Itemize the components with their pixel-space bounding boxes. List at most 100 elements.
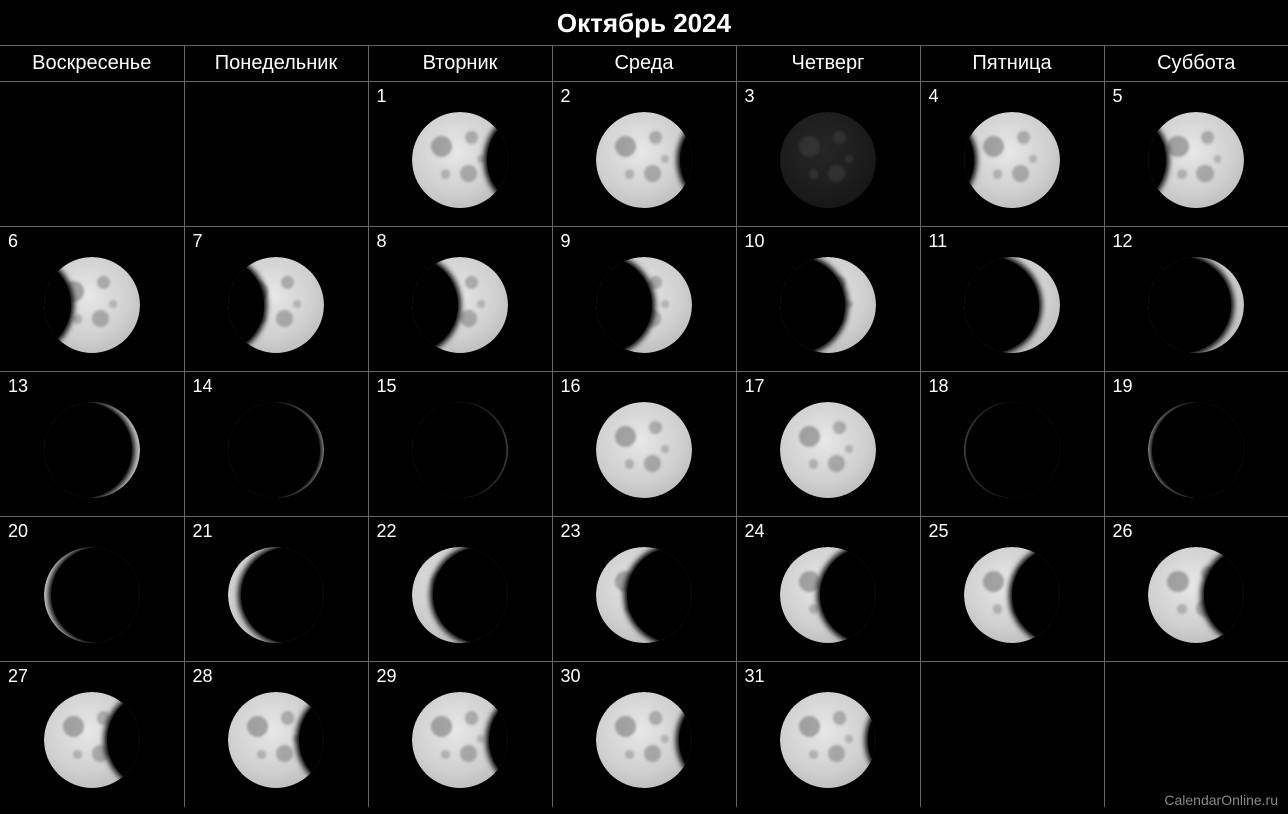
calendar-cell: 18 [920, 372, 1104, 517]
day-number: 29 [377, 666, 544, 687]
calendar-cell: 31 [736, 662, 920, 807]
moon-phase-icon [44, 692, 140, 788]
moon-phase-icon [964, 402, 1060, 498]
moon-waning-crescent [44, 692, 140, 788]
moon-waxing-crescent [44, 257, 140, 353]
moon-waxing-crescent [1148, 112, 1244, 208]
lunar-calendar-table: ВоскресеньеПонедельникВторникСредаЧетвер… [0, 45, 1288, 807]
weekday-header: Четверг [736, 46, 920, 82]
moon-phase-icon [780, 257, 876, 353]
calendar-cell [184, 82, 368, 227]
calendar-cell: 6 [0, 227, 184, 372]
moon-first-quarter [964, 257, 1060, 353]
day-number: 9 [561, 231, 728, 252]
day-number: 18 [929, 376, 1096, 397]
moon-waning-crescent [596, 692, 692, 788]
moon-phase-icon [780, 402, 876, 498]
calendar-cell: 21 [184, 517, 368, 662]
moon-waxing-gibbous [44, 402, 140, 498]
day-number: 16 [561, 376, 728, 397]
calendar-row: 20212223242526 [0, 517, 1288, 662]
moon-last-quarter [780, 547, 876, 643]
moon-phase-icon [412, 112, 508, 208]
day-number: 31 [745, 666, 912, 687]
calendar-cell: 26 [1104, 517, 1288, 662]
calendar-cell: 17 [736, 372, 920, 517]
moon-phase-icon [596, 257, 692, 353]
day-number: 26 [1113, 521, 1281, 542]
calendar-cell: 2 [552, 82, 736, 227]
weekday-header: Пятница [920, 46, 1104, 82]
moon-phase-icon [964, 112, 1060, 208]
moon-waning-gibbous [228, 547, 324, 643]
moon-phase-icon [44, 257, 140, 353]
moon-phase-icon [596, 402, 692, 498]
moon-phase-icon [780, 112, 876, 208]
moon-phase-icon [596, 692, 692, 788]
day-number: 19 [1113, 376, 1281, 397]
calendar-cell: 20 [0, 517, 184, 662]
calendar-cell: 13 [0, 372, 184, 517]
moon-phase-icon [964, 547, 1060, 643]
moon-phase-icon [228, 547, 324, 643]
day-number: 5 [1113, 86, 1281, 107]
calendar-cell: 19 [1104, 372, 1288, 517]
calendar-row: 13 14 15 16 17 18 19 [0, 372, 1288, 517]
weekday-header: Вторник [368, 46, 552, 82]
moon-full [596, 402, 692, 498]
day-number: 20 [8, 521, 176, 542]
moon-waning-crescent [412, 692, 508, 788]
moon-phase-icon [596, 112, 692, 208]
moon-waning-crescent [596, 112, 692, 208]
moon-phase-icon [1148, 257, 1244, 353]
moon-phase-icon [964, 257, 1060, 353]
calendar-cell: 23 [552, 517, 736, 662]
calendar-cell: 28 [184, 662, 368, 807]
day-number: 2 [561, 86, 728, 107]
calendar-row: 6789101112 [0, 227, 1288, 372]
moon-waxing-crescent [412, 257, 508, 353]
moon-waxing-crescent [596, 257, 692, 353]
calendar-cell: 9 [552, 227, 736, 372]
moon-new [780, 112, 876, 208]
day-number: 28 [193, 666, 360, 687]
calendar-cell: 14 [184, 372, 368, 517]
calendar-cell: 22 [368, 517, 552, 662]
day-number: 21 [193, 521, 360, 542]
day-number: 14 [193, 376, 360, 397]
moon-phase-icon [780, 692, 876, 788]
calendar-title: Октябрь 2024 [0, 0, 1288, 45]
day-number: 11 [929, 231, 1096, 252]
day-number: 15 [377, 376, 544, 397]
moon-full [780, 402, 876, 498]
moon-phase-icon [44, 402, 140, 498]
moon-waning-crescent [228, 692, 324, 788]
calendar-cell: 5 [1104, 82, 1288, 227]
moon-phase-icon [412, 547, 508, 643]
day-number: 30 [561, 666, 728, 687]
calendar-cell [1104, 662, 1288, 807]
moon-waning-gibbous [596, 547, 692, 643]
calendar-cell: 3 [736, 82, 920, 227]
calendar-cell: 25 [920, 517, 1104, 662]
moon-waning-gibbous [964, 402, 1060, 498]
calendar-cell: 4 [920, 82, 1104, 227]
calendar-cell: 30 [552, 662, 736, 807]
weekday-header: Среда [552, 46, 736, 82]
day-number: 4 [929, 86, 1096, 107]
calendar-cell: 1 [368, 82, 552, 227]
day-number: 13 [8, 376, 176, 397]
moon-waxing-gibbous [412, 402, 508, 498]
calendar-cell: 27 [0, 662, 184, 807]
moon-waxing-crescent [780, 257, 876, 353]
moon-phase-icon [1148, 402, 1244, 498]
day-number: 1 [377, 86, 544, 107]
calendar-cell: 29 [368, 662, 552, 807]
day-number: 12 [1113, 231, 1281, 252]
moon-waxing-crescent [964, 112, 1060, 208]
moon-phase-icon [596, 547, 692, 643]
day-number: 17 [745, 376, 912, 397]
weekday-header-row: ВоскресеньеПонедельникВторникСредаЧетвер… [0, 46, 1288, 82]
moon-waning-crescent [964, 547, 1060, 643]
calendar-row: 27 28 29 30 31 [0, 662, 1288, 807]
